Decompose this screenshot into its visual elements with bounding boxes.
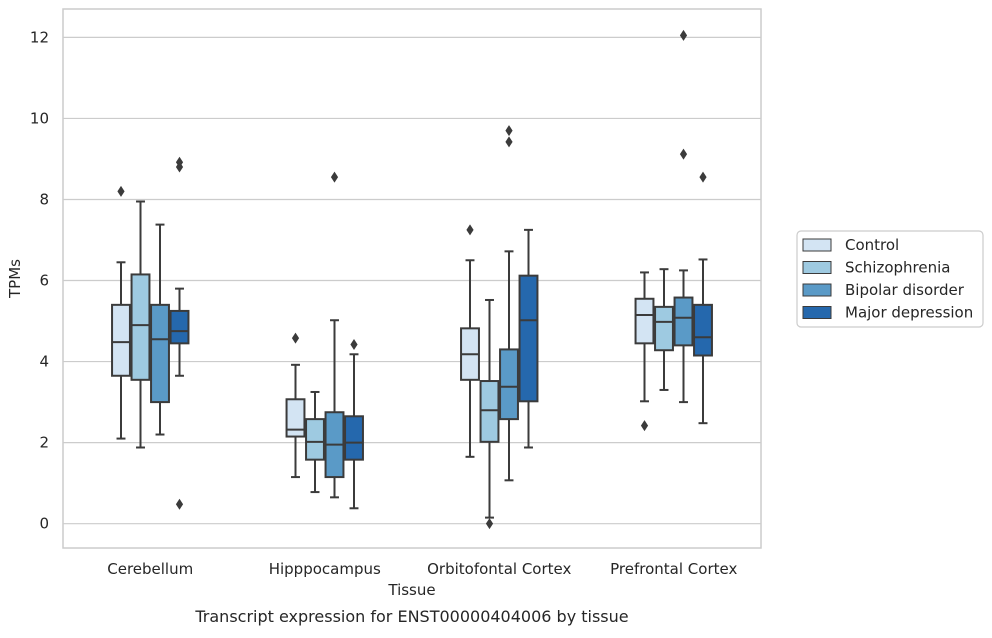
legend-frame [796,230,984,328]
outlier-point [485,518,494,530]
plot-frame [62,8,762,549]
y-tick-label: 4 [39,353,49,371]
box-iqr [499,348,519,421]
outlier-point [505,136,513,148]
plot-area [111,29,713,530]
box-iqr [169,309,190,345]
legend-label: Control [845,236,899,254]
legend-item: Major depression [802,304,973,322]
legend-swatch [802,283,832,297]
box-iqr [693,303,713,357]
box-iqr [518,274,539,403]
box-iqr [150,303,170,404]
legend-item: Schizophrenia [802,259,950,277]
x-axis-ticks: Cerebellum Hipppocampus Orbitofontal Corte… [107,560,737,578]
box-bipolar-disorder-cerebellum [150,223,170,436]
box-schizophrenia-orbitofontal-cortex [479,298,500,530]
outlier-point [117,185,125,197]
legend-label: Schizophrenia [845,259,950,277]
y-tick-label: 0 [39,515,49,533]
box-major-depression-cerebellum [169,156,190,510]
box-bipolar-disorder-prefrontal-cortex [673,29,694,404]
box-control-cerebellum [111,185,131,440]
box-bipolar-disorder-hipppocampus [324,171,345,499]
box-iqr [285,398,306,438]
outlier-point [291,332,300,344]
y-tick-label: 12 [30,28,49,46]
chart-title: Transcript expression for ENST0000040400… [194,607,628,626]
legend-swatch [802,238,832,252]
legend-label: Major depression [845,304,973,322]
outlier-point [175,498,184,510]
legend-swatch [802,261,832,274]
box-iqr [654,305,674,352]
x-tick-label: Prefrontal Cortex [610,560,737,578]
x-tick-label: Cerebellum [107,560,193,578]
outlier-point [505,125,513,137]
y-tick-label: 10 [30,109,49,127]
legend-item: Bipolar disorder [802,281,965,299]
box-iqr [673,296,694,347]
y-axis-label: TPMs [6,259,24,299]
grid [63,36,761,525]
box-iqr [479,380,500,443]
outlier-point [330,171,339,183]
outlier-point [350,339,358,351]
box-schizophrenia-prefrontal-cortex [654,268,674,391]
box-schizophrenia-hipppocampus [305,390,325,494]
outlier-point [679,148,688,160]
box-iqr [111,303,131,377]
box-iqr [305,418,325,461]
box-major-depression-prefrontal-cortex [693,171,713,425]
y-tick-label: 2 [39,434,49,452]
legend-swatch [802,306,832,319]
box-control-prefrontal-cortex [634,271,655,432]
outlier-point [699,171,707,183]
box-major-depression-orbitofontal-cortex [518,228,539,449]
box-iqr [130,273,151,381]
outlier-point [679,29,688,41]
box-bipolar-disorder-orbitofontal-cortex [499,125,519,482]
outlier-point [640,420,649,432]
x-tick-label: Hipppocampus [269,560,381,578]
box-control-orbitofontal-cortex [460,224,480,458]
legend-item: Control [802,236,899,254]
y-axis-ticks: 0 2 4 6 8 10 12 [30,28,49,532]
box-iqr [634,297,655,345]
outlier-point [466,224,474,236]
y-tick-label: 8 [39,190,49,208]
legend-label: Bipolar disorder [845,281,965,299]
box-major-depression-hipppocampus [344,339,364,510]
x-axis-label: Tissue [387,581,435,599]
y-tick-label: 6 [39,272,49,290]
box-schizophrenia-cerebellum [130,200,151,449]
box-iqr [344,415,364,461]
box-control-hipppocampus [285,332,306,479]
outlier-point [175,156,184,168]
legend: Control Schizophrenia Bipolar disorder Majo… [796,230,984,328]
x-tick-label: Orbitofontal Cortex [427,560,571,578]
